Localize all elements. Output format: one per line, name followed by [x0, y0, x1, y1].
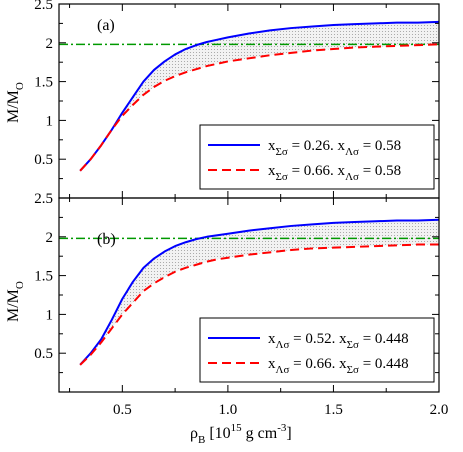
panel-b-series — [79, 218, 439, 366]
panel-a-legend-box — [199, 124, 435, 190]
panel-b-shaded-region — [80, 219, 439, 365]
panel-b-legend-box — [199, 317, 435, 383]
panel-a-series-1-line — [79, 20, 439, 172]
panel-a-label: (a) — [97, 17, 115, 34]
panel-b: 0.5 1.0 1.5 2.0 0.5 1 1.5 2 2.5 (b) xΛσ = 0.52. … — [34, 191, 448, 418]
panel-b-ticks: 0.5 1.0 1.5 2.0 0.5 1 1.5 2 2.5 — [34, 191, 448, 418]
panel-a-ytick-label: 1.5 — [34, 75, 53, 91]
panel-a-ticks: 0.5 1 1.5 2 2.5 — [34, 0, 440, 198]
panel-b-xtick-label: 0.5 — [113, 402, 132, 418]
panel-b-series-1-line — [79, 218, 439, 366]
panel-b-xtick-label: 2.0 — [430, 402, 449, 418]
panel-a-ytick-label: 1 — [46, 113, 54, 129]
panel-a-series-2-line — [79, 43, 439, 172]
panel-a-ytick-label: 2 — [46, 36, 54, 52]
panel-b-label: (b) — [97, 231, 116, 248]
panel-a-series — [79, 20, 439, 172]
panel-b-legend: xΛσ = 0.52. xΣσ = 0.448 xΛσ = 0.66. xΣσ … — [199, 317, 435, 383]
panel-a-ytick-label: 0.5 — [34, 152, 53, 168]
panel-b-ytick-label: 2.5 — [34, 191, 53, 207]
panel-b-legend-entry-2: xΛσ = 0.66. xΣσ = 0.448 — [268, 356, 409, 376]
panel-b-legend-entry-1: xΛσ = 0.52. xΣσ = 0.448 — [268, 331, 409, 351]
panel-b-ytick-label: 1 — [46, 307, 54, 323]
panel-a-legend-entry-2: xΣσ = 0.66. xΛσ = 0.58 — [268, 163, 401, 183]
panel-b-xtick-label: 1.0 — [219, 402, 238, 418]
panel-a: 0.5 1 1.5 2 2.5 (a) xΣσ = 0.26. xΛσ = 0.58 x… — [34, 0, 440, 199]
panel-a-ytick-label: 2.5 — [34, 0, 53, 13]
panel-b-series-2-line — [79, 243, 439, 366]
panel-b-ytick-label: 0.5 — [34, 346, 53, 362]
panel-b-y-axis-label: M/MO — [5, 281, 26, 322]
panel-b-ytick-label: 2 — [46, 230, 54, 246]
x-axis-label: ρB [1015 g cm-3] — [190, 422, 292, 446]
panel-b-ytick-label: 1.5 — [34, 269, 53, 285]
panel-b-xtick-label: 1.5 — [324, 402, 343, 418]
panel-a-y-axis-label: M/MO — [5, 82, 26, 123]
panel-a-legend: xΣσ = 0.26. xΛσ = 0.58 xΣσ = 0.66. xΛσ =… — [199, 124, 435, 190]
panel-b-shade-area — [80, 219, 439, 365]
panel-a-legend-entry-1: xΣσ = 0.26. xΛσ = 0.58 — [268, 138, 401, 158]
